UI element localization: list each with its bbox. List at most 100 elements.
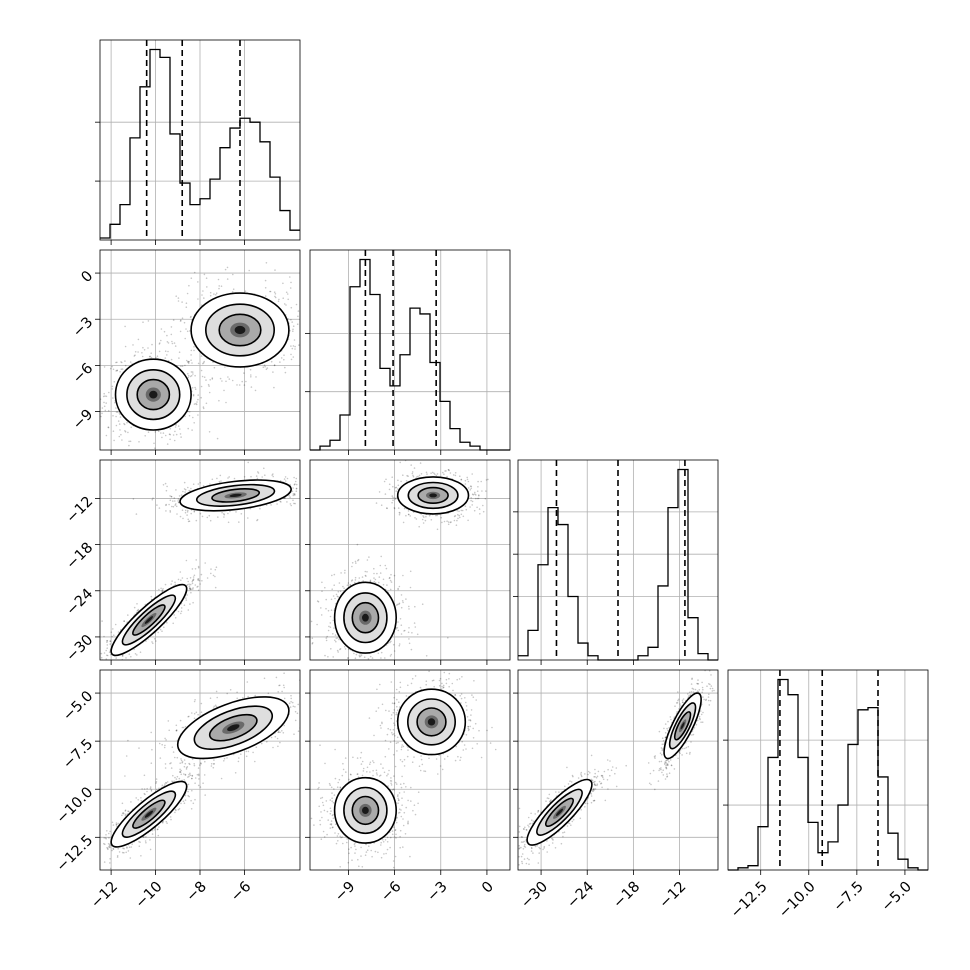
- sample-point: [179, 433, 182, 435]
- sample-point: [389, 641, 391, 644]
- sample-point: [182, 800, 185, 803]
- sample-point: [425, 515, 427, 518]
- sample-point: [145, 452, 147, 454]
- sample-point: [116, 855, 119, 857]
- sample-point: [337, 651, 340, 653]
- sample-point: [173, 614, 175, 616]
- sample-point: [226, 278, 229, 280]
- sample-point: [180, 607, 183, 609]
- sample-point: [187, 783, 190, 786]
- sample-point: [350, 580, 353, 582]
- sample-point: [77, 664, 79, 666]
- sample-point: [285, 291, 288, 294]
- sample-point: [171, 580, 173, 582]
- sample-point: [393, 507, 396, 509]
- sample-point: [272, 473, 274, 475]
- sample-point: [297, 310, 300, 312]
- sample-point: [84, 860, 86, 862]
- sample-point: [408, 642, 411, 645]
- sample-point: [366, 571, 368, 573]
- sample-point: [115, 370, 117, 372]
- sample-point: [270, 360, 273, 363]
- sample-point: [464, 505, 467, 508]
- sample-point: [190, 277, 193, 280]
- sample-point: [179, 320, 182, 322]
- sample-point: [149, 839, 151, 841]
- sample-point: [384, 564, 387, 567]
- sample-point: [151, 833, 154, 835]
- sample-point: [327, 629, 330, 632]
- sample-point: [290, 345, 292, 347]
- sample-point: [396, 603, 399, 606]
- sample-point: [388, 577, 391, 579]
- sample-point: [316, 623, 318, 626]
- sample-point: [292, 356, 295, 358]
- sample-point: [460, 513, 463, 516]
- sample-point: [397, 588, 399, 591]
- sample-point: [436, 473, 439, 475]
- sample-point: [217, 278, 220, 281]
- sample-point: [245, 380, 247, 383]
- sample-point: [200, 355, 203, 357]
- sample-point: [178, 495, 181, 497]
- sample-point: [428, 514, 431, 517]
- sample-point: [389, 576, 391, 579]
- sample-point: [265, 368, 268, 371]
- sample-point: [168, 503, 170, 506]
- sample-point: [311, 642, 314, 644]
- sample-point: [247, 517, 249, 519]
- y-tick-label: −3: [70, 314, 96, 340]
- sample-point: [120, 368, 123, 371]
- sample-point: [349, 584, 351, 586]
- sample-point: [478, 494, 480, 497]
- sample-point: [111, 385, 114, 388]
- sample-point: [155, 640, 157, 642]
- sample-point: [211, 478, 214, 481]
- sample-point: [331, 588, 334, 590]
- sample-point: [411, 632, 413, 634]
- sample-point: [180, 610, 183, 613]
- histogram-step: [100, 48, 300, 239]
- sample-point: [123, 422, 125, 425]
- sample-point: [157, 834, 160, 837]
- sample-point: [446, 520, 448, 522]
- sample-point: [139, 651, 142, 653]
- sample-point: [354, 560, 357, 563]
- sample-point: [197, 585, 199, 588]
- sample-point: [358, 577, 361, 579]
- sample-point: [193, 422, 195, 424]
- sample-point: [113, 634, 115, 636]
- sample-point: [179, 771, 181, 773]
- sample-point: [167, 350, 169, 353]
- sample-point: [187, 790, 189, 793]
- sample-point: [378, 576, 381, 578]
- sample-point: [92, 853, 94, 855]
- sample-point: [290, 504, 293, 507]
- sample-point: [123, 620, 125, 622]
- sample-point: [170, 333, 173, 336]
- sample-point: [189, 587, 191, 589]
- sample-point: [105, 649, 107, 652]
- sample-point: [321, 486, 323, 488]
- sample-point: [294, 483, 296, 485]
- sample-point: [343, 645, 346, 648]
- sample-point: [105, 434, 108, 437]
- sample-point: [101, 676, 103, 678]
- sample-point: [184, 491, 186, 493]
- sample-point: [421, 518, 424, 521]
- sample-point: [197, 394, 199, 396]
- sample-point: [104, 672, 106, 674]
- sample-point: [106, 847, 109, 850]
- sample-point: [398, 643, 401, 645]
- sample-point: [189, 583, 192, 586]
- sample-point: [277, 300, 280, 303]
- sample-point: [377, 652, 380, 655]
- density-peak: [229, 493, 242, 498]
- sample-point: [115, 415, 117, 418]
- sample-point: [384, 657, 386, 659]
- sample-point: [316, 600, 319, 602]
- sample-point: [227, 477, 229, 479]
- sample-point: [322, 479, 324, 481]
- sample-point: [289, 503, 292, 505]
- sample-point: [325, 598, 328, 601]
